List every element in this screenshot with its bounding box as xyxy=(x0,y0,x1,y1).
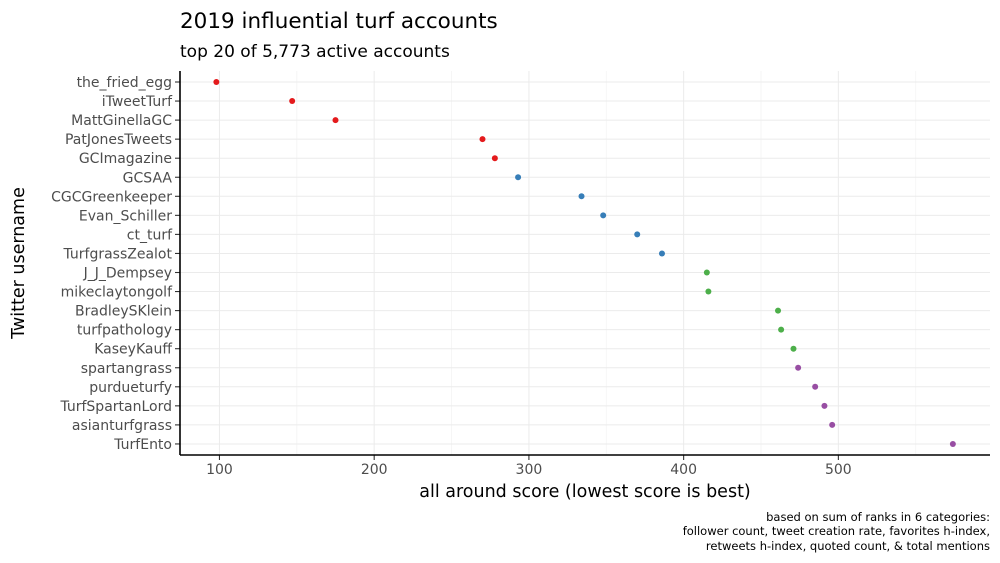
y-tick-label: BradleySKlein xyxy=(75,304,172,320)
x-axis: 100 200 300 400 500 xyxy=(180,454,990,478)
y-tick-label: GCImagazine xyxy=(79,151,172,167)
y-axis-title: Twitter username xyxy=(9,187,29,340)
data-point xyxy=(515,174,522,181)
data-point xyxy=(213,79,220,85)
y-tick-label: asianturfgrass xyxy=(72,418,172,434)
data-point xyxy=(829,421,836,428)
y-tick-label: CGCGreenkeeper xyxy=(51,189,172,205)
data-points xyxy=(213,79,956,447)
data-point xyxy=(634,231,641,238)
data-point xyxy=(949,440,956,447)
caption-line-1: based on sum of ranks in 6 categories: xyxy=(766,510,990,524)
y-tick-label: mikeclaytongolf xyxy=(61,285,173,301)
data-point xyxy=(703,269,710,276)
y-tick-label: J_J_Dempsey xyxy=(83,266,172,282)
data-point xyxy=(600,212,607,219)
y-tick-label: GCSAA xyxy=(123,170,173,186)
y-tick-label: KaseyKauff xyxy=(94,342,172,358)
x-tick-label: 300 xyxy=(516,462,543,478)
data-point xyxy=(795,364,802,371)
x-axis-title: all around score (lowest score is best) xyxy=(419,482,751,502)
chart-title: 2019 influential turf accounts xyxy=(180,9,498,34)
y-tick-label: spartangrass xyxy=(81,361,172,377)
caption-line-2: follower count, tweet creation rate, fav… xyxy=(683,524,990,538)
data-point xyxy=(491,155,498,162)
data-point xyxy=(479,136,486,143)
row-gridlines xyxy=(180,81,990,445)
data-point xyxy=(658,250,665,257)
data-point xyxy=(578,193,585,200)
y-tick-label: ct_turf xyxy=(127,227,173,243)
y-tick-label: iTweetTurf xyxy=(102,94,173,110)
y-tick-label: PatJonesTweets xyxy=(65,132,172,148)
y-tick-label: turfpathology xyxy=(77,323,172,339)
y-tick-label: MattGinellaGC xyxy=(71,113,172,129)
data-point xyxy=(289,98,296,105)
caption-line-3: retweets h-index, quoted count, & total … xyxy=(706,539,990,553)
data-point xyxy=(790,345,797,352)
x-tick-label: 400 xyxy=(670,462,697,478)
data-point xyxy=(332,117,339,124)
y-tick-label: TurfEnto xyxy=(113,437,172,453)
y-tick-label: the_fried_egg xyxy=(77,75,172,91)
y-tick-label: TurfSpartanLord xyxy=(59,399,172,415)
plot-panel xyxy=(180,71,990,455)
data-point xyxy=(821,402,828,409)
major-gridlines xyxy=(218,71,839,455)
x-tick-label: 500 xyxy=(825,462,852,478)
x-tick-label: 200 xyxy=(361,462,388,478)
data-point xyxy=(705,288,712,295)
data-point xyxy=(775,307,782,314)
y-tick-label: TurfgrassZealot xyxy=(62,246,172,262)
minor-gridlines xyxy=(296,71,917,455)
y-tick-label: purdueturfy xyxy=(89,380,172,396)
x-tick-label: 100 xyxy=(206,462,233,478)
y-axis: the_fried_egg iTweetTurf MattGinellaGC PatJ… xyxy=(51,71,181,455)
data-point xyxy=(778,326,785,333)
y-tick-label: Evan_Schiller xyxy=(79,208,172,224)
data-point xyxy=(812,383,819,390)
chart-subtitle: top 20 of 5,773 active accounts xyxy=(180,42,450,62)
